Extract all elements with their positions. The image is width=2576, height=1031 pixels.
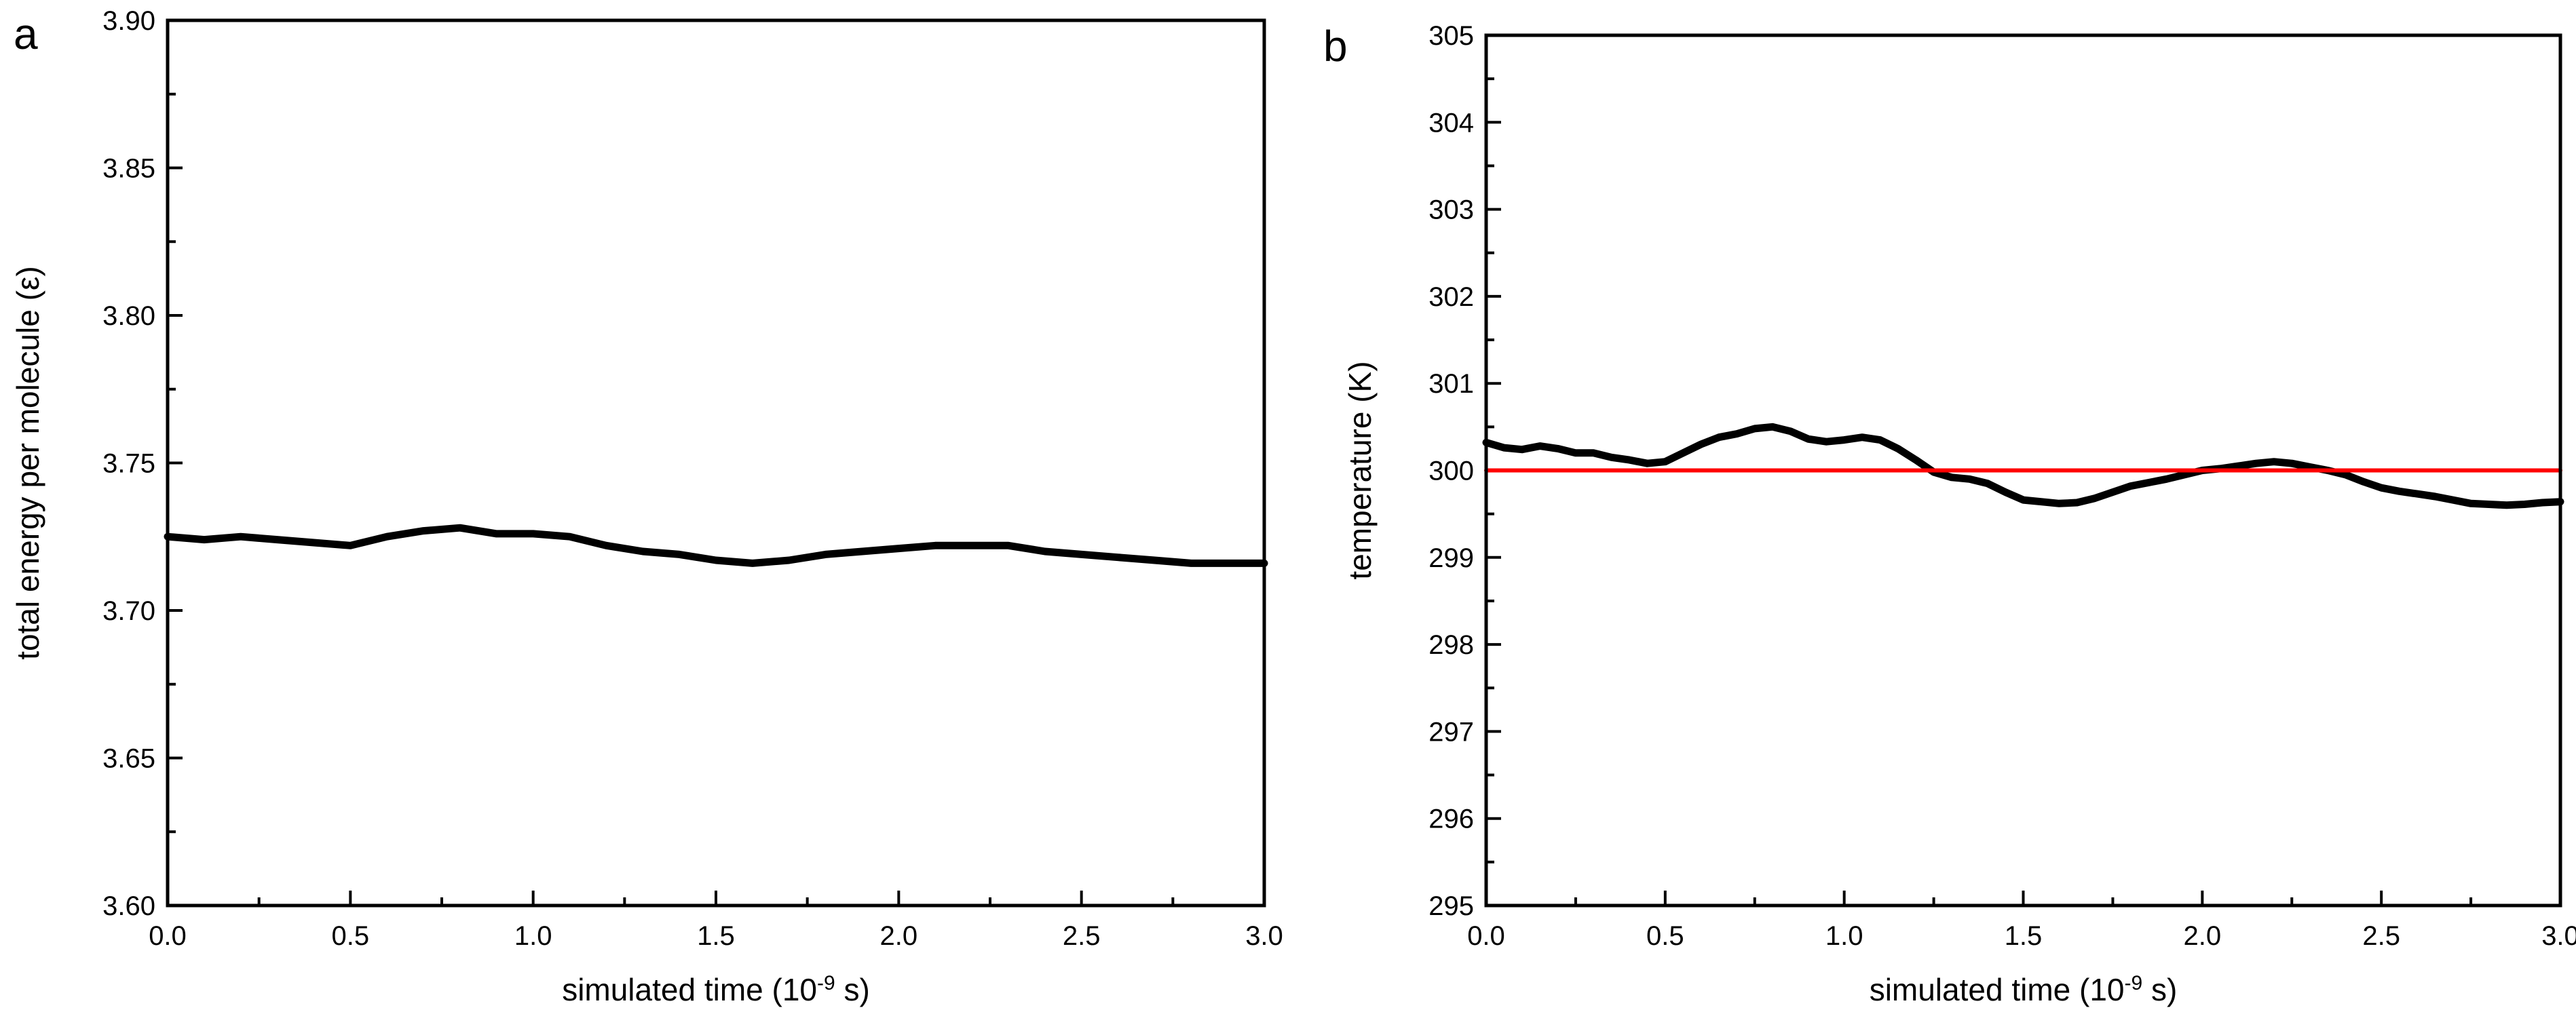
y-tick-label-a: 3.75	[102, 449, 155, 479]
x-tick-label-b: 1.5	[2005, 921, 2043, 951]
x-tick-label-a: 2.5	[1063, 921, 1101, 951]
y-tick-label-b: 299	[1428, 543, 1474, 573]
x-tick-label-b: 1.0	[1825, 921, 1863, 951]
y-tick-label-b: 303	[1428, 195, 1474, 225]
x-tick-label-a: 1.0	[514, 921, 552, 951]
chart-panel-a: a 0.0 0.5 1.0 1.5 2.0 2.5 3.0 3.60 3.65 3.70 3.75 3…	[10, 6, 1283, 1007]
chart-panel-b: b 0.0 0.5 1.0 1.5 2.0 2.5 3.0 295 296 297 298 299 30…	[1323, 21, 2576, 1007]
plot-area-a	[164, 524, 1268, 567]
plot-area-b	[1482, 423, 2564, 509]
plot-frame-b	[1484, 33, 2562, 908]
x-axis-label-text-b: simulated time (10	[1870, 972, 2125, 1007]
x-tick-label-b: 3.0	[2541, 921, 2576, 951]
x-tick-label-a: 2.0	[880, 921, 918, 951]
x-axis-label-b: simulated time (10-9 s)	[1870, 972, 2178, 1008]
x-tick-label-a: 0.0	[149, 921, 187, 951]
x-tick-label-b: 2.0	[2184, 921, 2222, 951]
y-tick-label-b: 298	[1428, 630, 1474, 660]
x-axis-label-unit-a: s)	[835, 972, 870, 1007]
y-tick-label-b: 305	[1428, 21, 1474, 51]
y-tick-label-b: 302	[1428, 282, 1474, 312]
y-tick-label-b: 300	[1428, 456, 1474, 486]
y-tick-label-a: 3.90	[102, 6, 155, 36]
y-tick-label-a: 3.80	[102, 301, 155, 331]
x-tick-label-b: 0.5	[1646, 921, 1684, 951]
x-tick-label-a: 3.0	[1245, 921, 1283, 951]
data-series-line-a	[164, 524, 1268, 567]
axis-ticks-b: 0.0 0.5 1.0 1.5 2.0 2.5 3.0 295 296 297 298 299 300 3…	[1428, 21, 2576, 951]
panel-label-b: b	[1323, 22, 1348, 71]
y-axis-label-a: total energy per molecule (ε)	[10, 266, 45, 659]
y-tick-label-b: 295	[1428, 891, 1474, 921]
data-series-line-b	[1482, 423, 2564, 509]
x-axis-label-a: simulated time (10-9 s)	[562, 972, 870, 1008]
y-tick-label-a: 3.85	[102, 154, 155, 184]
y-axis-label-b: temperature (K)	[1342, 361, 1378, 579]
x-axis-label-text-a: simulated time (10	[562, 972, 817, 1007]
y-tick-label-b: 304	[1428, 108, 1474, 138]
y-tick-label-b: 301	[1428, 369, 1474, 399]
y-tick-label-a: 3.65	[102, 744, 155, 774]
x-axis-label-unit-b: s)	[2142, 972, 2177, 1007]
x-tick-label-b: 2.5	[2362, 921, 2400, 951]
x-tick-label-a: 1.5	[697, 921, 735, 951]
y-tick-label-a: 3.60	[102, 891, 155, 921]
x-axis-label-exponent-b: -9	[2125, 972, 2143, 994]
y-tick-label-b: 297	[1428, 717, 1474, 747]
plot-frame-a	[166, 18, 1266, 908]
y-tick-label-b: 296	[1428, 804, 1474, 834]
axis-ticks-a: 0.0 0.5 1.0 1.5 2.0 2.5 3.0 3.60 3.65 3.70 3.75 3.8…	[102, 6, 1283, 951]
x-tick-label-a: 0.5	[332, 921, 370, 951]
x-axis-label-exponent-a: -9	[817, 972, 835, 994]
y-tick-label-a: 3.70	[102, 596, 155, 626]
x-tick-label-b: 0.0	[1467, 921, 1505, 951]
panel-label-a: a	[14, 9, 38, 58]
